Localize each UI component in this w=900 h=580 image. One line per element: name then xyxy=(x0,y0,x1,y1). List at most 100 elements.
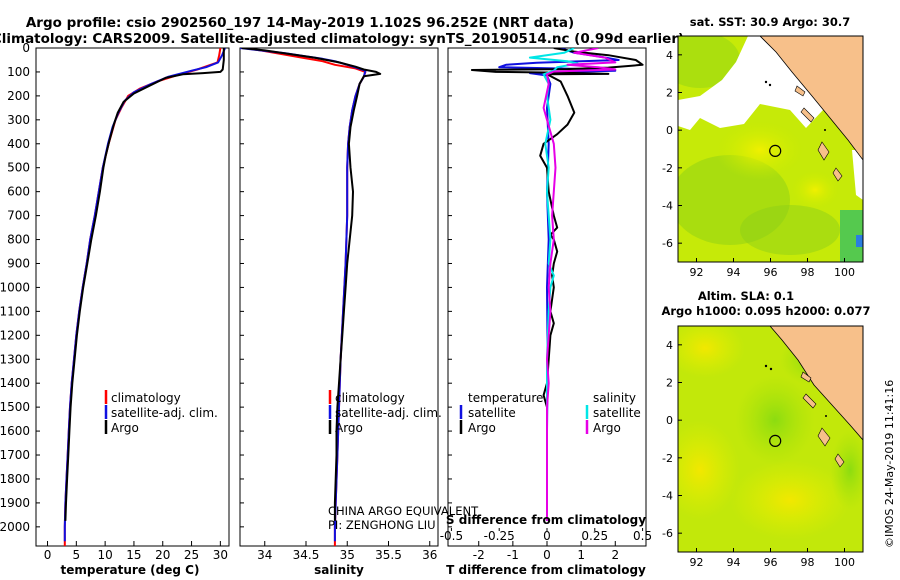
small-island xyxy=(825,415,827,417)
temperature-xlabel: temperature (deg C) xyxy=(61,563,200,577)
depth-tick-label: 100 xyxy=(7,65,30,79)
sla-map-ticks: 92 94 96 98 100 4 2 0 -2 -4 -6 xyxy=(662,339,855,569)
x-tick-label: 20 xyxy=(155,548,170,562)
temperature-x-ticks: 0 5 10 15 20 25 30 xyxy=(44,541,228,562)
simeulue-island xyxy=(800,371,812,383)
map-lat-label: 2 xyxy=(666,87,673,100)
depth-tick-label: 900 xyxy=(7,256,30,270)
x-tick-label: 0 xyxy=(543,548,551,562)
depth-tick-label: 500 xyxy=(7,161,30,175)
sla-high-patch xyxy=(678,420,740,520)
sla-map-subtitle: Argo h1000: 0.095 h2000: 0.077 xyxy=(661,304,870,318)
depth-tick-label: 2000 xyxy=(0,520,30,534)
series-line-argo xyxy=(64,48,225,521)
series-line-climatology xyxy=(63,48,222,546)
small-island xyxy=(824,129,826,131)
header-line-1: Argo profile: csio 2902560_197 14-May-20… xyxy=(26,15,574,31)
x-tick-label: 35 xyxy=(340,548,355,562)
map-lon-label: 96 xyxy=(764,266,778,279)
difference-series xyxy=(470,48,644,521)
sumatra-land xyxy=(769,326,863,441)
map-lon-label: 92 xyxy=(690,556,704,569)
series-line-climatology xyxy=(243,48,367,546)
header-line-2: Climatology: CARS2009. Satellite-adjuste… xyxy=(0,31,684,47)
depth-tick-label: 300 xyxy=(7,113,30,127)
small-island xyxy=(764,364,768,368)
series-line-s-satellite xyxy=(528,48,579,521)
sla-low-patch xyxy=(830,430,863,510)
series-line-satellite-adj-clim- xyxy=(240,48,367,542)
sla-map: Altim. SLA: 0.1 Argo h1000: 0.095 h2000:… xyxy=(661,289,870,569)
sla-map-field xyxy=(678,326,863,552)
s-x-tick-label: -0.25 xyxy=(484,529,515,543)
legend-label-satellite: satellite-adj. clim. xyxy=(111,406,218,420)
sst-cloud-gap xyxy=(852,150,863,200)
series-line-t-satellite xyxy=(498,48,620,521)
depth-tick-label: 800 xyxy=(7,233,30,247)
legend-label-climatology: climatology xyxy=(111,391,181,405)
legend-label-argo: Argo xyxy=(111,421,139,435)
map-lat-label: -4 xyxy=(662,490,673,503)
x-tick-label: 34.5 xyxy=(293,548,320,562)
s-difference-x-ticks: -0.5 -0.25 0 0.25 0.5 xyxy=(440,528,652,543)
map-lon-label: 100 xyxy=(834,266,855,279)
depth-tick-label: 1700 xyxy=(0,448,30,462)
sst-warm-patch xyxy=(790,170,840,210)
depth-tick-label: 1800 xyxy=(0,472,30,486)
legend-label-satellite: satellite-adj. clim. xyxy=(335,406,442,420)
map-lon-label: 98 xyxy=(801,266,815,279)
sst-cool-patch xyxy=(840,210,863,262)
depth-tick-label: 1500 xyxy=(0,400,30,414)
t-difference-x-ticks: -2 -1 0 1 2 xyxy=(473,541,619,562)
difference-panel: -2 -1 0 1 2 -0.5 -0.25 0 0.25 0.5 T difference f… xyxy=(440,47,652,577)
map-lat-label: -6 xyxy=(662,527,673,540)
simeulue-island xyxy=(794,85,806,97)
sla-high-patch xyxy=(678,326,745,378)
x-tick-label: -2 xyxy=(473,548,485,562)
s-difference-xlabel: S difference from climatology xyxy=(446,513,646,527)
temperature-frame xyxy=(35,47,230,547)
sst-warm-patch xyxy=(715,120,805,180)
depth-tick-label: 0 xyxy=(22,41,30,55)
siberut-island xyxy=(817,427,831,447)
legend-heading-temperature: temperature xyxy=(468,391,543,405)
legend-heading-salinity: salinity xyxy=(593,391,636,405)
sst-map-ticks: 92 94 96 98 100 4 2 0 -2 -4 -6 xyxy=(662,49,855,279)
legend-label-t-satellite: satellite xyxy=(468,406,516,420)
s-x-tick-label: 0.5 xyxy=(633,529,652,543)
map-lat-label: -6 xyxy=(662,237,673,250)
sla-low-patch xyxy=(735,375,815,465)
depth-tick-label: 200 xyxy=(7,89,30,103)
sst-map-title: sat. SST: 30.9 Argo: 30.7 xyxy=(690,15,850,29)
map-lat-label: -2 xyxy=(662,452,673,465)
temperature-legend: climatology satellite-adj. clim. Argo xyxy=(104,390,218,435)
sipora-island xyxy=(834,453,845,468)
legend-label-s-satellite: satellite xyxy=(593,406,641,420)
sla-map-title: Altim. SLA: 0.1 xyxy=(698,289,794,303)
argo-position-marker xyxy=(769,144,782,157)
nias-island xyxy=(800,107,815,123)
small-island xyxy=(764,80,768,84)
nias-island xyxy=(802,393,817,409)
depth-tick-label: 1600 xyxy=(0,424,30,438)
sla-high-patch xyxy=(730,460,850,540)
map-lat-label: 0 xyxy=(666,124,673,137)
salinity-x-ticks: 34 34.5 35 35.5 36 xyxy=(257,541,437,562)
x-tick-label: -1 xyxy=(507,548,519,562)
depth-tick-label: 1000 xyxy=(0,280,30,294)
x-tick-label: 35.5 xyxy=(375,548,402,562)
x-tick-label: 36 xyxy=(422,548,437,562)
argo-position-marker xyxy=(769,434,782,447)
s-x-tick-label: -0.5 xyxy=(440,529,463,543)
small-island xyxy=(769,367,773,371)
legend-label-argo: Argo xyxy=(335,421,363,435)
sumatra-land xyxy=(759,36,863,161)
legend-label-t-argo: Argo xyxy=(468,421,496,435)
salinity-panel: 34 34.5 35 35.5 36 salinity climatology sate… xyxy=(239,47,479,577)
x-tick-label: 2 xyxy=(611,548,619,562)
sst-patch xyxy=(740,205,840,255)
map-lon-label: 98 xyxy=(801,556,815,569)
x-tick-label: 5 xyxy=(73,548,81,562)
x-tick-label: 25 xyxy=(184,548,199,562)
